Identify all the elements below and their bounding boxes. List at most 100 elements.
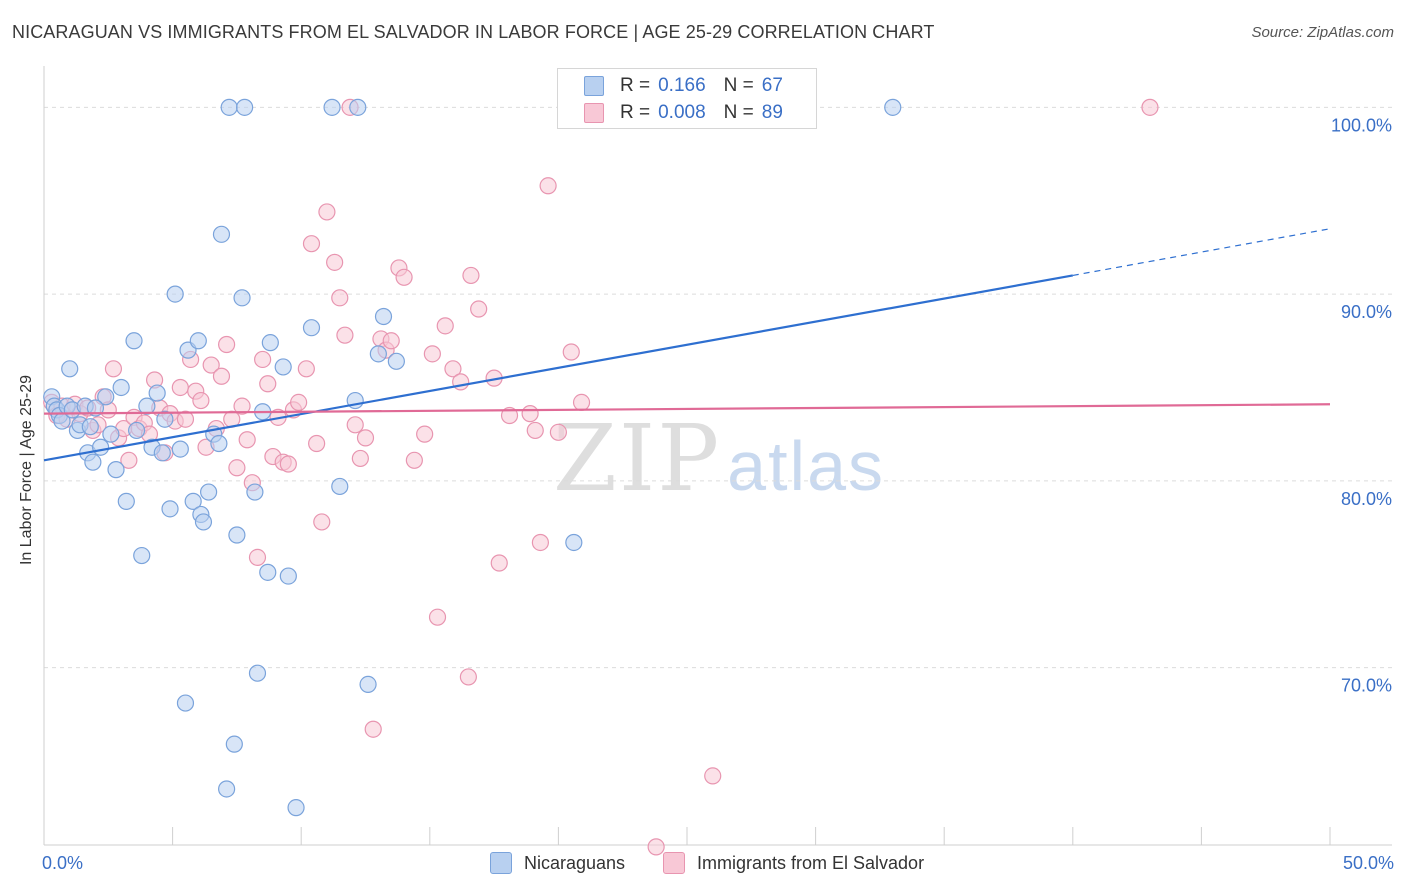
point-nicaraguan	[274, 358, 292, 376]
point-el-salvador	[290, 393, 308, 412]
watermark-atlas: atlas	[727, 427, 886, 505]
point-nicaraguan	[91, 438, 110, 456]
point-nicaraguan	[200, 483, 218, 501]
gridlines	[44, 106, 1392, 669]
point-nicaraguan	[565, 533, 583, 552]
axes	[43, 66, 1392, 846]
point-nicaraguan	[233, 289, 251, 307]
point-el-salvador	[423, 345, 441, 363]
point-nicaraguan	[84, 453, 102, 471]
point-nicaraguan	[156, 410, 174, 428]
point-el-salvador	[120, 451, 138, 469]
blue-swatch	[490, 852, 512, 874]
point-el-salvador	[346, 416, 364, 434]
point-el-salvador	[428, 608, 447, 626]
point-nicaraguan	[246, 483, 264, 501]
point-nicaraguan	[225, 735, 243, 753]
legend-item-nicaraguans[interactable]: Nicaraguans	[490, 852, 625, 874]
point-el-salvador	[405, 451, 423, 469]
series-nicaraguans	[43, 98, 902, 817]
pink-swatch	[584, 103, 604, 123]
point-el-salvador	[1141, 98, 1159, 116]
point-el-salvador	[302, 235, 321, 253]
point-nicaraguan	[369, 345, 387, 363]
point-el-salvador	[318, 203, 336, 221]
tick-labels: 70.0% 80.0% 90.0% 100.0% 0.0% 50.0%	[42, 115, 1394, 873]
point-el-salvador	[228, 459, 246, 477]
point-el-salvador	[308, 434, 326, 453]
point-el-salvador	[171, 378, 189, 397]
point-nicaraguan	[102, 425, 120, 443]
point-el-salvador	[238, 431, 256, 449]
point-el-salvador	[297, 360, 315, 378]
point-nicaraguan	[218, 780, 236, 798]
point-el-salvador	[218, 335, 236, 354]
point-el-salvador	[500, 406, 519, 425]
point-nicaraguan	[236, 98, 254, 116]
y-tick-label: 70.0%	[1341, 676, 1392, 696]
point-el-salvador	[248, 548, 267, 567]
point-nicaraguan	[259, 563, 277, 581]
y-tick-label: 80.0%	[1341, 489, 1392, 509]
point-nicaraguan	[171, 440, 189, 458]
point-el-salvador	[104, 360, 123, 378]
point-nicaraguan	[86, 399, 105, 417]
point-el-salvador	[531, 533, 549, 552]
x-tick-label: 0.0%	[42, 853, 83, 873]
point-nicaraguan	[302, 319, 321, 337]
point-el-salvador	[470, 300, 488, 318]
trend-line-nicaraguans-extension	[1072, 228, 1331, 277]
point-el-salvador	[436, 317, 454, 335]
point-el-salvador	[490, 554, 508, 572]
point-nicaraguan	[359, 675, 377, 693]
point-el-salvador	[279, 455, 297, 473]
point-el-salvador	[259, 375, 277, 393]
point-el-salvador	[364, 720, 382, 738]
point-el-salvador	[521, 405, 539, 423]
legend-item-el-salvador[interactable]: Immigrants from El Salvador	[663, 852, 924, 874]
y-axis-label: In Labor Force | Age 25-29	[18, 374, 35, 566]
point-nicaraguan	[61, 360, 79, 378]
point-nicaraguan	[194, 513, 213, 531]
point-el-salvador	[233, 397, 251, 415]
point-el-salvador	[395, 268, 413, 286]
point-el-salvador	[313, 513, 331, 531]
point-nicaraguan	[138, 397, 156, 415]
point-nicaraguan	[161, 500, 179, 518]
point-nicaraguan	[153, 444, 171, 462]
point-el-salvador	[351, 449, 369, 468]
point-el-salvador	[356, 429, 375, 447]
point-nicaraguan	[220, 98, 238, 116]
point-nicaraguan	[228, 526, 246, 544]
point-nicaraguan	[107, 461, 125, 479]
trend-lines	[43, 228, 1331, 462]
point-nicaraguan	[279, 567, 297, 585]
point-nicaraguan	[349, 98, 367, 116]
point-nicaraguan	[323, 98, 341, 116]
point-nicaraguan	[212, 225, 231, 243]
point-nicaraguan	[261, 334, 279, 352]
point-el-salvador	[202, 356, 220, 374]
point-el-salvador	[192, 391, 210, 410]
point-nicaraguan	[148, 384, 166, 402]
trend-line-el-salvador	[43, 403, 1331, 415]
blue-swatch	[584, 76, 604, 96]
n-label: N =	[723, 75, 754, 96]
x-tick-label: 50.0%	[1343, 853, 1394, 873]
point-el-salvador	[336, 326, 354, 344]
point-nicaraguan	[184, 492, 202, 510]
point-el-salvador	[382, 332, 400, 350]
point-el-salvador	[539, 177, 557, 195]
point-nicaraguan	[189, 332, 207, 350]
y-tick-label: 100.0%	[1331, 115, 1392, 135]
point-nicaraguan	[374, 307, 393, 326]
source-note: Source: ZipAtlas.com	[1251, 24, 1394, 41]
point-el-salvador	[212, 367, 231, 385]
point-nicaraguan	[248, 664, 267, 682]
point-el-salvador	[647, 838, 665, 856]
point-nicaraguan	[125, 332, 143, 350]
stats-row-el-salvador: R = 0.008 N = 89	[584, 101, 783, 125]
r-label: R =	[620, 102, 651, 123]
pink-swatch	[663, 852, 685, 874]
point-el-salvador	[326, 253, 344, 271]
